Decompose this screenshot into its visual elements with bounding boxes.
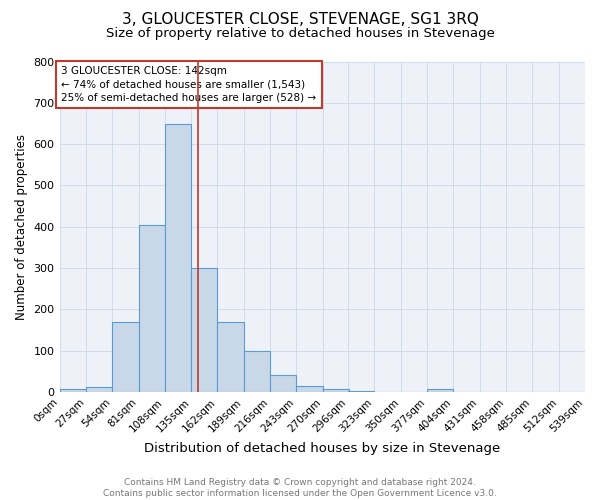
X-axis label: Distribution of detached houses by size in Stevenage: Distribution of detached houses by size … bbox=[144, 442, 500, 455]
Bar bbox=[217, 322, 244, 392]
Bar bbox=[323, 388, 349, 392]
Bar bbox=[59, 388, 86, 392]
Bar bbox=[112, 322, 139, 392]
Bar bbox=[348, 390, 374, 392]
Bar bbox=[191, 268, 217, 392]
Text: 3, GLOUCESTER CLOSE, STEVENAGE, SG1 3RQ: 3, GLOUCESTER CLOSE, STEVENAGE, SG1 3RQ bbox=[122, 12, 478, 28]
Bar bbox=[139, 224, 165, 392]
Bar bbox=[296, 386, 323, 392]
Bar bbox=[270, 374, 296, 392]
Bar bbox=[165, 124, 191, 392]
Text: Size of property relative to detached houses in Stevenage: Size of property relative to detached ho… bbox=[106, 28, 494, 40]
Text: 3 GLOUCESTER CLOSE: 142sqm
← 74% of detached houses are smaller (1,543)
25% of s: 3 GLOUCESTER CLOSE: 142sqm ← 74% of deta… bbox=[61, 66, 317, 103]
Bar bbox=[86, 386, 112, 392]
Bar bbox=[244, 352, 270, 392]
Bar bbox=[427, 389, 454, 392]
Y-axis label: Number of detached properties: Number of detached properties bbox=[15, 134, 28, 320]
Text: Contains HM Land Registry data © Crown copyright and database right 2024.
Contai: Contains HM Land Registry data © Crown c… bbox=[103, 478, 497, 498]
